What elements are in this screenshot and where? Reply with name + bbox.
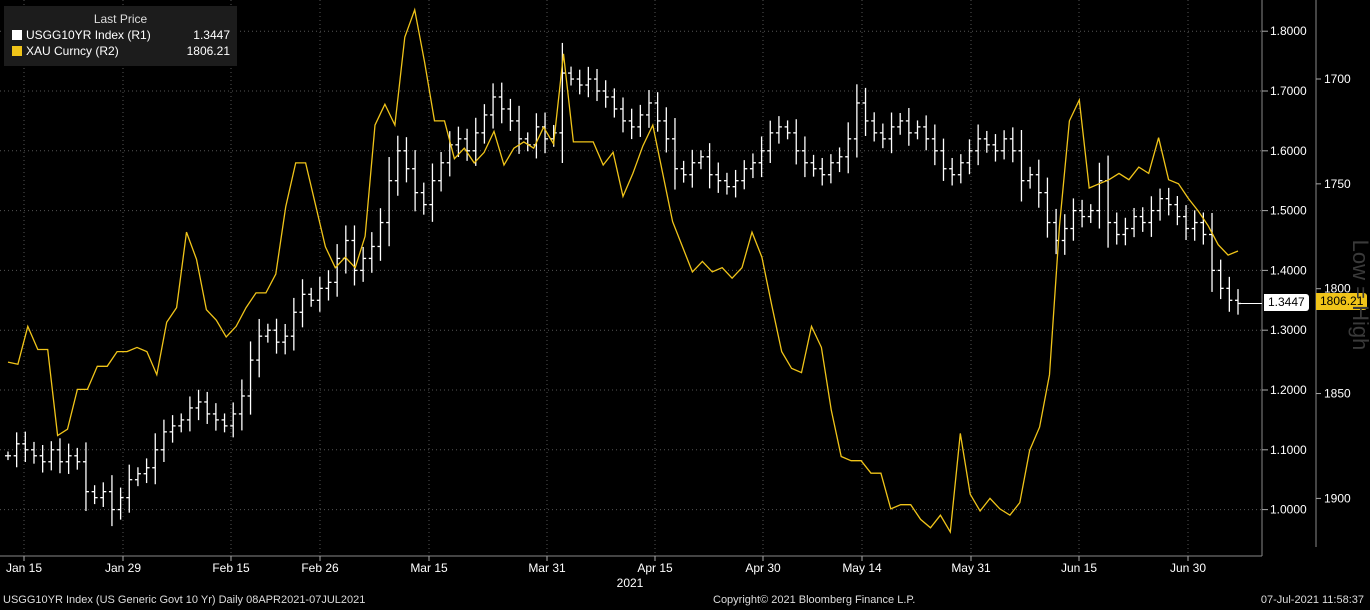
r2-tick-label: 1850 — [1324, 387, 1351, 401]
x-tick-label: Jan 29 — [105, 561, 141, 575]
r1-tick-label: 1.2000 — [1270, 383, 1307, 397]
r2-tick-label: 1750 — [1324, 177, 1351, 191]
x-tick-label: Jan 15 — [6, 561, 42, 575]
r1-tick-label: 1.6000 — [1270, 144, 1307, 158]
r1-tick-label: 1.3000 — [1270, 323, 1307, 337]
x-tick-label: Apr 30 — [745, 561, 781, 575]
x-tick-label: May 14 — [842, 561, 882, 575]
r1-last-price-flag: 1.3447 — [1264, 294, 1309, 311]
xau-line — [7, 7, 1239, 535]
x-tick-label: Mar 31 — [528, 561, 566, 575]
usgg10yr-series — [5, 42, 1262, 527]
legend-item-value: 1806.21 — [186, 44, 230, 58]
legend-item-usgg: USGG10YR Index (R1) 1.3447 — [12, 28, 234, 44]
legend-item-name: USGG10YR Index (R1) — [26, 28, 151, 42]
legend-header: Last Price — [93, 12, 148, 26]
legend-item-xau: XAU Curncy (R2) 1806.21 — [12, 44, 234, 60]
legend-item-value: 1.3447 — [193, 28, 230, 42]
x-tick-label: Jun 15 — [1061, 561, 1097, 575]
side-watermark-text: Low = High — [1348, 239, 1370, 351]
x-year-label: 2021 — [617, 576, 644, 590]
legend-item-name: XAU Curncy (R2) — [26, 44, 119, 58]
x-tick-label: Apr 15 — [637, 561, 673, 575]
r1-tick-label: 1.7000 — [1270, 84, 1307, 98]
footer-timestamp: 07-Jul-2021 11:58:37 — [1260, 594, 1364, 606]
x-tick-label: Jun 30 — [1170, 561, 1206, 575]
xau-series — [7, 7, 1239, 535]
r2-tick-label: 1700 — [1324, 72, 1351, 86]
right-axes: 1.8000 1.7000 1.6000 1.5000 1.4000 1.3000 1.20… — [1262, 0, 1351, 547]
x-tick-label: Mar 15 — [410, 561, 448, 575]
r1-tick-label: 1.5000 — [1270, 204, 1307, 218]
r1-tick-label: 1.4000 — [1270, 263, 1307, 277]
x-tick-label: Feb 15 — [212, 561, 250, 575]
r1-tick-label: 1.1000 — [1270, 443, 1307, 457]
footer-ticker-info: USGG10YR Index (US Generic Govt 10 Yr) D… — [3, 594, 366, 606]
r2-tick-label: 1900 — [1324, 491, 1351, 505]
r1-tick-label: 1.8000 — [1270, 24, 1307, 38]
legend-swatch-gold — [12, 46, 22, 56]
footer-copyright: Copyright© 2021 Bloomberg Finance L.P. — [713, 594, 916, 606]
x-axis: Jan 15 Jan 29 Feb 15 Feb 26 Mar 15 Mar 31 Apr … — [6, 556, 1206, 590]
r2-tick-label: 1800 — [1324, 282, 1351, 296]
r2-last-price-flag: 1806.21 — [1316, 293, 1368, 310]
side-watermark: Low = High — [1340, 205, 1370, 385]
x-tick-label: May 31 — [951, 561, 991, 575]
grid-lines — [0, 0, 1263, 557]
x-tick-label: Feb 26 — [301, 561, 339, 575]
legend-box: Last Price USGG10YR Index (R1) 1.3447 XA… — [4, 6, 237, 66]
legend-swatch-white — [12, 30, 22, 40]
r1-tick-label: 1.0000 — [1270, 503, 1307, 517]
